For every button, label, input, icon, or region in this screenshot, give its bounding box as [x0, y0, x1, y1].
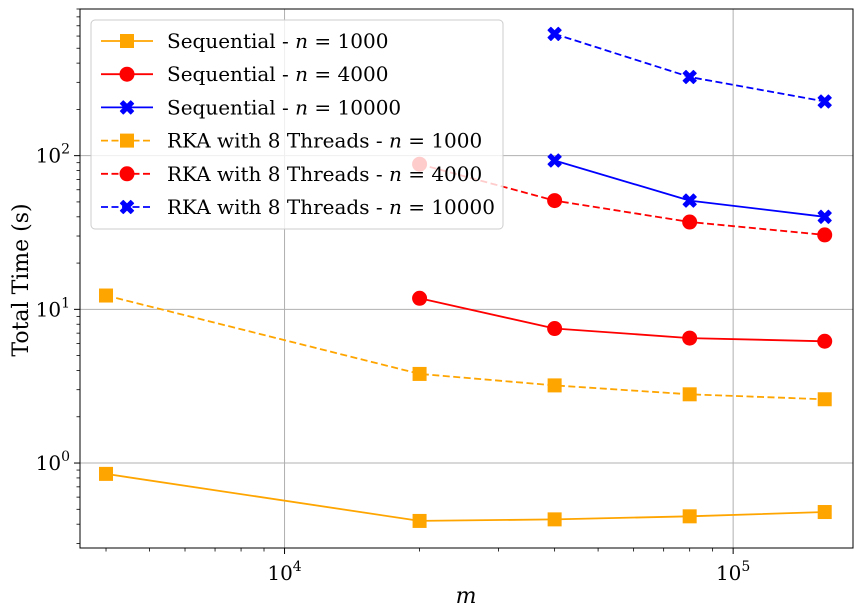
legend-marker: [120, 133, 134, 148]
data-point: [682, 214, 698, 230]
legend-label-n: n: [295, 29, 308, 53]
legend-box: [90, 19, 504, 230]
data-point: [817, 209, 832, 224]
data-point: [412, 366, 427, 381]
data-point: [99, 288, 114, 303]
data-point: [682, 387, 697, 402]
x-tick-label: 104: [267, 559, 301, 585]
legend-item: RKA with 8 Threads - n = 1000: [101, 129, 482, 153]
series-6: [547, 26, 832, 109]
legend-marker: [119, 100, 135, 115]
legend-label-prefix: Sequential -: [167, 29, 295, 53]
legend-item: RKA with 8 Threads - n = 10000: [101, 195, 495, 219]
legend-label-n: n: [389, 129, 402, 153]
legend-label-n: n: [295, 62, 308, 86]
series-3: [547, 153, 832, 224]
series-2: [412, 290, 833, 349]
legend-marker: [120, 34, 134, 48]
y-tick-exp: 2: [61, 142, 70, 158]
y-tick-label: 100: [36, 449, 70, 475]
legend-label-suffix: = 1000: [402, 129, 482, 153]
legend-label-prefix: Sequential -: [167, 95, 295, 119]
legend-label: Sequential - n = 4000: [167, 62, 388, 86]
y-axis-label: Total Time (s): [9, 203, 34, 356]
x-tick-exp: 4: [293, 559, 302, 575]
y-tick-exp: 0: [61, 449, 70, 465]
y-tick-label: 101: [36, 295, 70, 321]
legend-item: RKA with 8 Threads - n = 4000: [101, 162, 482, 186]
legend-item: Sequential - n = 10000: [101, 95, 401, 119]
legend-marker: [119, 199, 135, 215]
legend-label-suffix: = 4000: [402, 162, 482, 186]
data-point: [412, 513, 427, 528]
series-line: [419, 297, 825, 343]
series-line: [105, 294, 825, 401]
legend-label: Sequential - n = 1000: [167, 29, 388, 53]
data-point: [547, 26, 562, 42]
legend-marker: [119, 66, 135, 82]
y-tick-exp: 1: [61, 295, 70, 311]
legend-label-suffix: = 1000: [308, 29, 388, 53]
data-point: [817, 94, 832, 109]
legend-label-prefix: RKA with 8 Threads -: [167, 129, 389, 153]
data-point: [547, 321, 563, 337]
legend-label: Sequential - n = 10000: [167, 95, 401, 119]
data-point: [817, 227, 833, 243]
x-tick-exp: 5: [741, 559, 750, 575]
legend-item: Sequential - n = 1000: [101, 29, 388, 53]
legend-label-prefix: Sequential -: [167, 62, 295, 86]
series-4: [99, 288, 832, 407]
x-tick-base: 10: [716, 561, 741, 585]
y-tick-base: 10: [36, 297, 61, 321]
y-tick-label: 102: [36, 142, 70, 168]
x-tick-label: 105: [716, 559, 750, 585]
data-point: [817, 333, 833, 349]
data-point: [682, 509, 697, 524]
legend-label-prefix: RKA with 8 Threads -: [167, 162, 389, 186]
y-tick-base: 10: [36, 451, 61, 475]
legend-label-n: n: [295, 95, 308, 119]
data-point: [99, 466, 114, 481]
legend-label-suffix: = 10000: [402, 195, 495, 219]
data-point: [547, 153, 562, 168]
legend-label: RKA with 8 Threads - n = 10000: [167, 195, 495, 219]
legend-label-prefix: RKA with 8 Threads -: [167, 195, 389, 219]
data-point: [682, 330, 698, 346]
data-point: [682, 69, 697, 85]
data-point: [547, 378, 562, 393]
series-1: [99, 466, 832, 528]
data-point: [817, 505, 832, 520]
data-point: [547, 512, 562, 527]
legend-label-n: n: [389, 162, 402, 186]
y-tick-base: 10: [36, 144, 61, 168]
legend-item: Sequential - n = 4000: [101, 62, 388, 86]
x-tick-base: 10: [267, 561, 292, 585]
legend-label: RKA with 8 Threads - n = 4000: [167, 162, 482, 186]
x-axis-label: m: [456, 584, 477, 609]
plot-frame: [79, 8, 854, 549]
legend-label-suffix: = 4000: [308, 62, 388, 86]
legend-label-n: n: [389, 195, 402, 219]
data-point: [412, 290, 428, 306]
legend-label-suffix: = 10000: [308, 95, 401, 119]
data-point: [547, 193, 563, 209]
legend-marker: [119, 166, 135, 182]
data-point: [682, 193, 697, 208]
legend-label: RKA with 8 Threads - n = 1000: [167, 129, 482, 153]
data-point: [817, 392, 832, 407]
